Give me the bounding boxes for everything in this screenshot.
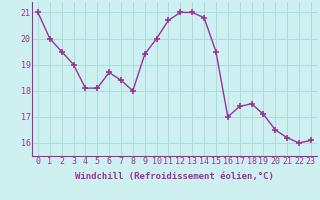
X-axis label: Windchill (Refroidissement éolien,°C): Windchill (Refroidissement éolien,°C) bbox=[75, 172, 274, 181]
